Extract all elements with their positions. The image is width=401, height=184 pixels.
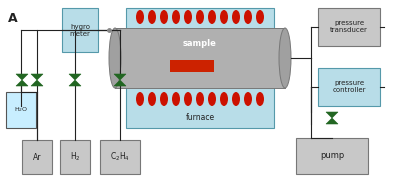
- Ellipse shape: [219, 10, 227, 24]
- Bar: [100, 140, 140, 174]
- Ellipse shape: [255, 10, 263, 24]
- Ellipse shape: [207, 10, 215, 24]
- Text: furnace: furnace: [185, 114, 214, 123]
- Polygon shape: [69, 74, 81, 80]
- Text: pump: pump: [319, 151, 343, 160]
- Ellipse shape: [255, 92, 263, 106]
- Ellipse shape: [148, 92, 156, 106]
- Text: H$_2$O: H$_2$O: [14, 106, 28, 114]
- Ellipse shape: [184, 10, 192, 24]
- Bar: [317, 68, 379, 106]
- Text: Ar: Ar: [32, 153, 41, 162]
- Polygon shape: [325, 118, 337, 124]
- Bar: [317, 8, 379, 46]
- Bar: [6, 92, 36, 128]
- Ellipse shape: [196, 92, 203, 106]
- Ellipse shape: [160, 10, 168, 24]
- Ellipse shape: [207, 92, 215, 106]
- Text: pressure
transducer: pressure transducer: [329, 20, 367, 33]
- Bar: [22, 140, 52, 174]
- Ellipse shape: [172, 92, 180, 106]
- Text: hygro
meter: hygro meter: [69, 24, 90, 36]
- Ellipse shape: [231, 92, 239, 106]
- Bar: [170, 60, 213, 72]
- Ellipse shape: [184, 92, 192, 106]
- Ellipse shape: [196, 10, 203, 24]
- Ellipse shape: [148, 10, 156, 24]
- Polygon shape: [114, 80, 126, 86]
- Polygon shape: [31, 74, 43, 80]
- Bar: [62, 8, 98, 52]
- Polygon shape: [325, 112, 337, 118]
- Text: C$_2$H$_4$: C$_2$H$_4$: [110, 151, 130, 163]
- Ellipse shape: [243, 10, 251, 24]
- Text: H$_2$: H$_2$: [69, 151, 80, 163]
- Ellipse shape: [278, 28, 290, 88]
- Bar: [126, 8, 273, 128]
- Polygon shape: [69, 80, 81, 86]
- Ellipse shape: [231, 10, 239, 24]
- Polygon shape: [16, 74, 28, 80]
- Ellipse shape: [109, 28, 121, 88]
- Ellipse shape: [219, 92, 227, 106]
- Bar: [115, 28, 284, 88]
- Text: pressure
controller: pressure controller: [331, 81, 365, 93]
- Ellipse shape: [172, 10, 180, 24]
- Bar: [60, 140, 90, 174]
- Ellipse shape: [160, 92, 168, 106]
- Polygon shape: [16, 80, 28, 86]
- Ellipse shape: [136, 92, 144, 106]
- Text: sample: sample: [182, 40, 217, 49]
- Bar: [295, 138, 367, 174]
- Polygon shape: [31, 80, 43, 86]
- Ellipse shape: [136, 10, 144, 24]
- Text: A: A: [8, 12, 18, 25]
- Polygon shape: [114, 74, 126, 80]
- Ellipse shape: [243, 92, 251, 106]
